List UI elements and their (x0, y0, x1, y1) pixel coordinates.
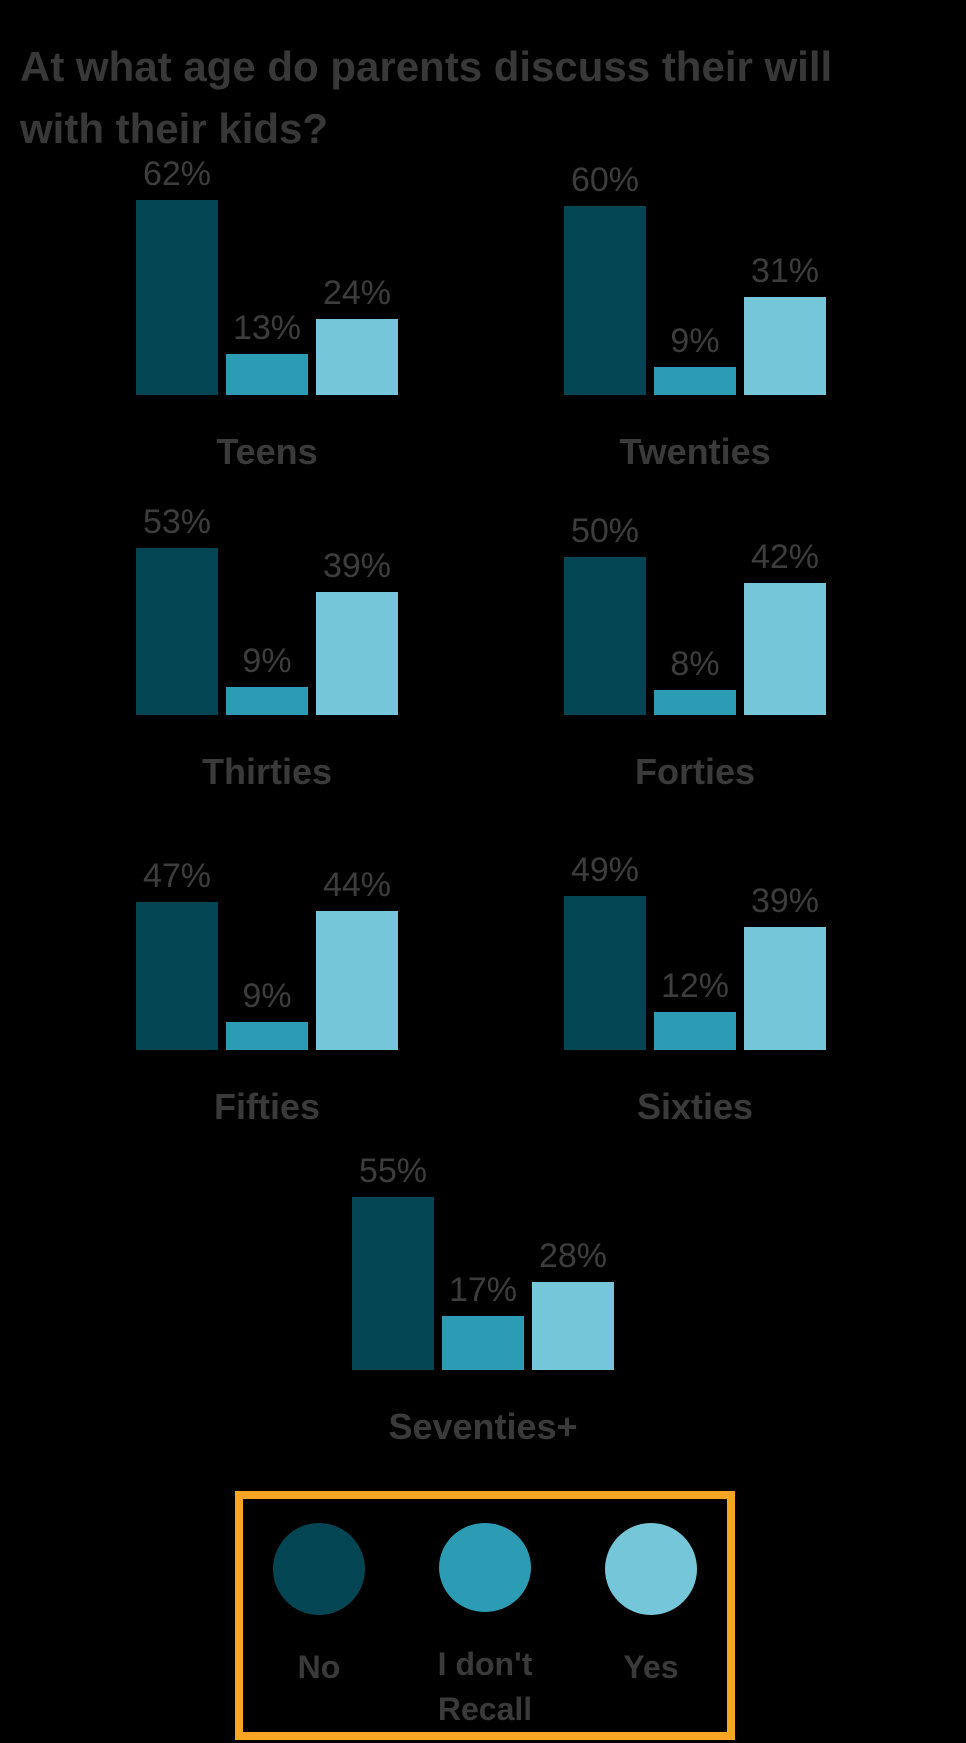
bar-value-label: 12% (660, 966, 730, 1005)
bar-unit-yes: 28% (532, 1236, 614, 1370)
bars-row: 62% 13% 24% (136, 145, 398, 395)
bar-yes (744, 927, 826, 1050)
bar-unit-i-don-t-recall: 12% (654, 966, 736, 1050)
bar-unit-i-don-t-recall: 9% (654, 321, 736, 395)
bar-unit-no: 47% (136, 856, 218, 1050)
bar-no (136, 548, 218, 715)
bars-row: 49% 12% 39% (564, 800, 826, 1050)
bar-yes (316, 319, 398, 395)
bar-value-label: 50% (570, 511, 640, 550)
legend-swatch-no-icon (273, 1523, 365, 1615)
bar-no (564, 557, 646, 715)
bar-no (352, 1197, 434, 1370)
bar-unit-no: 53% (136, 502, 218, 715)
bar-value-label: 44% (322, 865, 392, 904)
bar-unit-i-don-t-recall: 8% (654, 644, 736, 715)
bar-no (136, 200, 218, 395)
bar-unit-no: 55% (352, 1151, 434, 1370)
chart-category-label: Forties (634, 751, 756, 792)
chart-title-line-1: At what age do parents discuss their wil… (20, 43, 833, 91)
bar-unit-i-don-t-recall: 9% (226, 641, 308, 715)
bar-unit-i-don-t-recall: 9% (226, 976, 308, 1050)
bar-value-label: 28% (538, 1236, 608, 1275)
chart-fifties: 47% 9% 44% Fifties (136, 800, 398, 1128)
legend-swatch-yes-icon (605, 1523, 697, 1615)
bar-unit-i-don-t-recall: 17% (442, 1270, 524, 1370)
bar-unit-no: 62% (136, 154, 218, 395)
bar-unit-no: 49% (564, 850, 646, 1050)
legend-label-yes: Yes (623, 1649, 679, 1685)
bar-i-don-t-recall (654, 690, 736, 715)
bar-i-don-t-recall (226, 354, 308, 395)
bar-unit-no: 50% (564, 511, 646, 715)
bar-unit-i-don-t-recall: 13% (226, 308, 308, 395)
chart-teens: 62% 13% 24% Teens (136, 145, 398, 473)
legend-item-dont-recall: I don't Recall (409, 1499, 561, 1732)
chart-title: At what age do parents discuss their wil… (20, 36, 950, 160)
bar-yes (316, 592, 398, 715)
bars-row: 50% 8% 42% (564, 465, 826, 715)
bar-value-label: 9% (242, 976, 292, 1015)
chart-thirties: 53% 9% 39% Thirties (136, 465, 398, 793)
chart-forties: 50% 8% 42% Forties (564, 465, 826, 793)
chart-sixties: 49% 12% 39% Sixties (564, 800, 826, 1128)
chart-category-label: Teens (216, 431, 318, 472)
bar-unit-yes: 31% (744, 251, 826, 395)
bar-yes (744, 583, 826, 715)
bar-value-label: 53% (142, 502, 212, 541)
bar-yes (316, 911, 398, 1050)
bar-value-label: 55% (358, 1151, 428, 1190)
chart-category-label: Fifties (213, 1086, 320, 1127)
bar-unit-yes: 44% (316, 865, 398, 1050)
bar-value-label: 13% (232, 308, 302, 347)
bars-row: 55% 17% 28% (352, 1120, 614, 1370)
legend-label-no: No (297, 1649, 341, 1685)
bar-value-label: 42% (750, 537, 820, 576)
chart-twenties: 60% 9% 31% Twenties (564, 145, 826, 473)
bar-yes (744, 297, 826, 395)
bars-row: 53% 9% 39% (136, 465, 398, 715)
bars-row: 47% 9% 44% (136, 800, 398, 1050)
bar-value-label: 39% (750, 881, 820, 920)
chart-category-label: Thirties (201, 751, 333, 792)
bar-i-don-t-recall (442, 1316, 524, 1370)
bar-value-label: 47% (142, 856, 212, 895)
chart-category-label: Sixties (636, 1086, 754, 1127)
bar-unit-yes: 42% (744, 537, 826, 715)
bar-no (564, 206, 646, 395)
chart-category-label: Seventies+ (388, 1406, 578, 1447)
bar-unit-yes: 24% (316, 273, 398, 395)
chart-seventies: 55% 17% 28% Seventies+ (352, 1120, 614, 1448)
bar-value-label: 17% (448, 1270, 518, 1309)
bar-no (564, 896, 646, 1050)
bar-value-label: 39% (322, 546, 392, 585)
bar-value-label: 24% (322, 273, 392, 312)
bar-value-label: 9% (242, 641, 292, 680)
legend-item-yes: Yes (575, 1499, 727, 1732)
chart-category-label: Twenties (619, 431, 771, 472)
bar-i-don-t-recall (226, 1022, 308, 1050)
legend-label-dont-recall: I don't Recall (437, 1646, 533, 1727)
bar-i-don-t-recall (654, 1012, 736, 1050)
bar-unit-no: 60% (564, 160, 646, 395)
bars-row: 60% 9% 31% (564, 145, 826, 395)
bar-value-label: 62% (142, 154, 212, 193)
chart-title-line-2: with their kids? (20, 105, 329, 153)
bar-value-label: 31% (750, 251, 820, 290)
bar-value-label: 9% (670, 321, 720, 360)
bar-i-don-t-recall (226, 687, 308, 715)
legend-item-no: No (243, 1499, 395, 1732)
bar-i-don-t-recall (654, 367, 736, 395)
bar-unit-yes: 39% (316, 546, 398, 715)
bar-yes (532, 1282, 614, 1370)
bar-value-label: 8% (670, 644, 720, 683)
bar-no (136, 902, 218, 1050)
legend-swatch-dont-recall-icon (439, 1523, 531, 1612)
bar-value-label: 60% (570, 160, 640, 199)
legend-box: No I don't Recall Yes (235, 1491, 735, 1740)
bar-unit-yes: 39% (744, 881, 826, 1050)
bar-value-label: 49% (570, 850, 640, 889)
